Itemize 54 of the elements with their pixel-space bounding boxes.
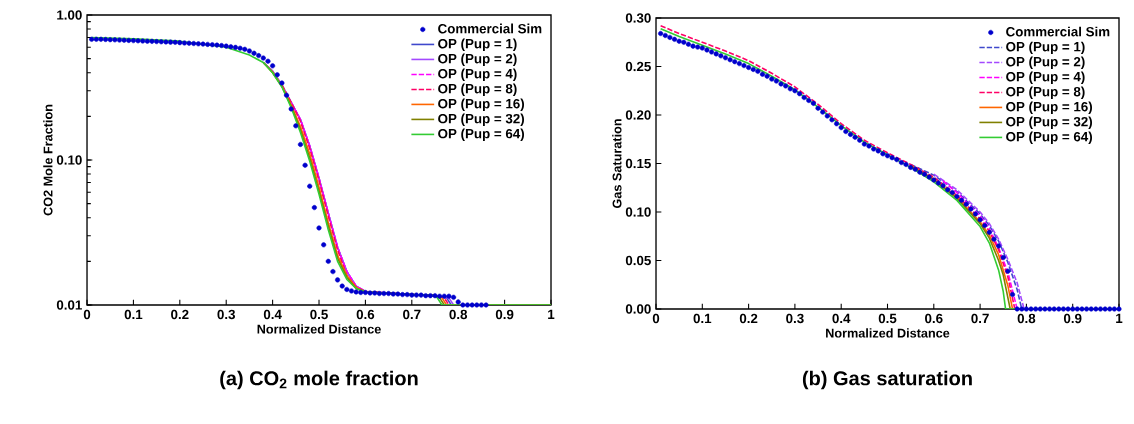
text: (b) Gas saturation: [802, 370, 972, 390]
x-tick-label: 0.9: [1063, 313, 1082, 324]
x-tick-label: 0.5: [878, 313, 897, 324]
y-tick-label: 0.00: [625, 304, 651, 314]
legend-label: OP (Pup = 64): [1006, 131, 1093, 145]
y-tick-label: 0.10: [625, 207, 651, 217]
x-tick-label: 1: [548, 309, 555, 319]
x-tick-label: 0.4: [263, 309, 282, 320]
x-tick-label: 0.3: [786, 313, 804, 324]
legend-label: OP (Pup = 2): [1006, 56, 1085, 70]
x-tick-label: 0.2: [171, 309, 189, 320]
y-axis-title: CO2 Mole Fraction: [43, 104, 53, 216]
x-tick-label: 0.2: [739, 313, 758, 324]
legend-label: OP (Pup = 2): [438, 53, 517, 67]
legend-label: OP (Pup = 8): [1006, 86, 1085, 100]
legend-label: OP (Pup = 8): [438, 83, 517, 97]
x-tick-label: 0: [83, 309, 91, 320]
legend-label: Commercial Sim: [438, 23, 542, 34]
y-tick-label: 0.01: [56, 300, 82, 310]
y-tick-label: 0.15: [625, 158, 651, 169]
x-axis-title: Normalized Distance: [257, 324, 381, 334]
x-tick-label: 0.8: [1017, 313, 1036, 324]
x-axis-title: Normalized Distance: [826, 328, 950, 338]
y-tick-label: 1.00: [57, 10, 82, 20]
x-tick-label: 0.5: [310, 309, 328, 320]
x-tick-label: 0.1: [693, 313, 712, 324]
y-tick-label: 0.05: [625, 255, 651, 266]
y-tick-label: 0.20: [625, 110, 651, 120]
x-tick-label: 0.4: [832, 313, 851, 324]
x-tick-label: 0.7: [971, 313, 989, 324]
legend-label: Commercial Sim: [1006, 26, 1110, 37]
x-tick-label: 0: [652, 313, 660, 324]
text: (a) CO$_{2}$ mole fraction: [220, 370, 418, 390]
x-tick-label: 0.6: [356, 309, 375, 320]
y-tick-label: 0.10: [56, 155, 82, 165]
x-tick-label: 0.3: [217, 309, 236, 320]
legend-label: OP (Pup = 1): [438, 38, 517, 52]
legend-label: OP (Pup = 32): [438, 113, 525, 127]
x-tick-label: 0.7: [403, 309, 421, 320]
legend-label: OP (Pup = 1): [1006, 41, 1085, 55]
y-axis-title: Gas Saturation: [612, 119, 622, 209]
legend-label: OP (Pup = 4): [1006, 71, 1085, 85]
legend-label: OP (Pup = 4): [438, 68, 517, 82]
x-tick-label: 0.8: [449, 309, 468, 320]
x-tick-label: 0.6: [925, 313, 943, 324]
legend-label: OP (Pup = 64): [438, 128, 525, 141]
x-tick-label: 0.9: [495, 309, 514, 320]
x-tick-label: 0.1: [124, 309, 143, 320]
y-tick-label: 0.25: [625, 61, 651, 72]
legend-label: OP (Pup = 16): [438, 98, 525, 112]
legend-label: OP (Pup = 32): [1006, 116, 1093, 130]
x-tick-label: 1: [1116, 313, 1123, 323]
legend-label: OP (Pup = 16): [1006, 101, 1093, 115]
y-tick-label: 0.30: [625, 13, 651, 23]
